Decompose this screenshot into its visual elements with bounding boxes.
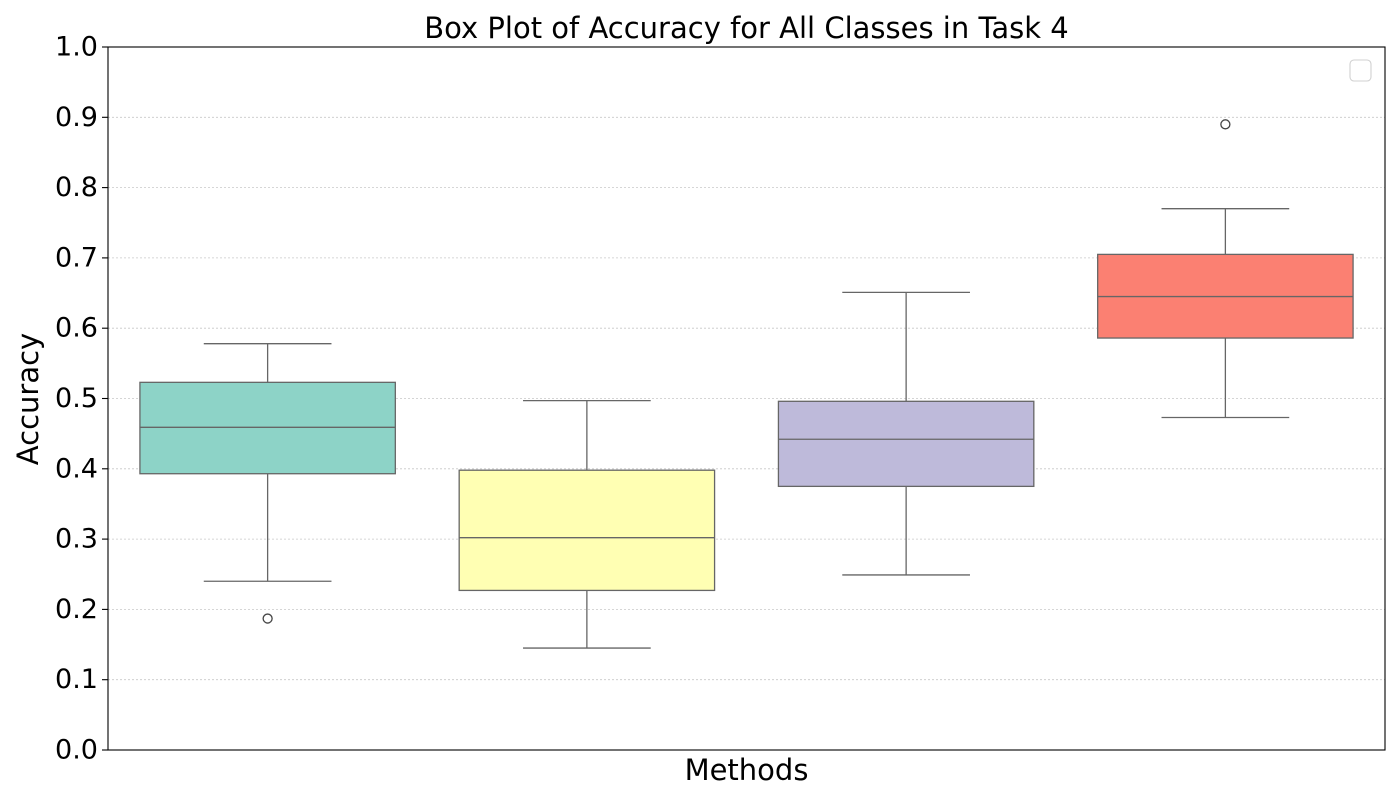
box-2 <box>458 399 716 649</box>
y-tick-label: 0.8 <box>55 172 98 203</box>
iqr-box <box>777 400 1035 488</box>
y-tick-label: 0.3 <box>55 524 98 555</box>
outlier-point <box>1220 119 1231 130</box>
y-tick-label: 0.4 <box>55 453 98 484</box>
iqr-box <box>458 469 716 592</box>
y-tick-label: 0.9 <box>55 102 98 133</box>
y-tick-label: 0.6 <box>55 313 98 344</box>
box-1 <box>139 343 396 624</box>
iqr-box <box>139 381 396 475</box>
box-4 <box>1097 119 1354 419</box>
x-axis-label: Methods <box>684 753 809 787</box>
chart-title: Box Plot of Accuracy for All Classes in … <box>424 11 1069 45</box>
y-tick-label: 0.2 <box>55 594 98 625</box>
y-tick-label: 0.0 <box>55 735 98 766</box>
box-3 <box>777 291 1035 576</box>
y-tick-label: 0.7 <box>55 242 98 273</box>
y-tick-label: 0.5 <box>55 383 98 414</box>
outlier-point <box>262 613 273 624</box>
y-axis-label: Accuracy <box>11 332 45 466</box>
y-tick-label: 1.0 <box>55 32 98 63</box>
y-tick-label: 0.1 <box>55 664 98 695</box>
legend-box <box>1349 59 1372 82</box>
